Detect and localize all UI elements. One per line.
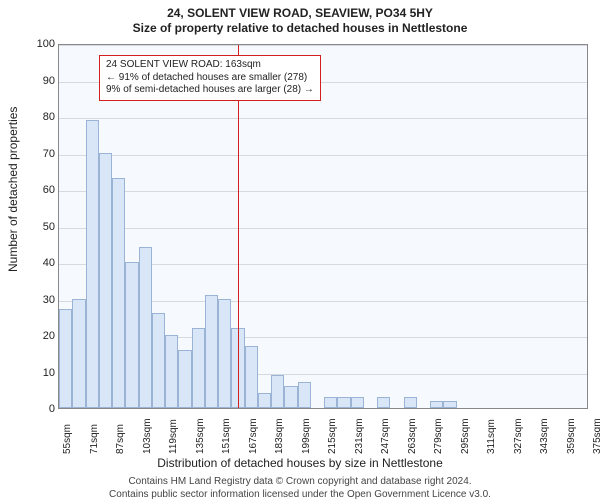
x-tick-label: 119sqm	[168, 419, 179, 454]
histogram-bar	[430, 401, 443, 408]
title-line-2: Size of property relative to detached ho…	[0, 21, 600, 36]
x-tick-label: 311sqm	[486, 419, 497, 454]
histogram-bar	[99, 153, 112, 409]
x-tick-label: 295sqm	[460, 418, 471, 454]
x-tick-label: 87sqm	[115, 424, 126, 454]
x-tick-label: 167sqm	[248, 418, 259, 454]
x-tick-label: 231sqm	[354, 418, 365, 454]
x-tick-label: 183sqm	[274, 418, 285, 454]
footer-attribution: Contains HM Land Registry data © Crown c…	[0, 470, 600, 501]
histogram-bar	[86, 120, 99, 408]
histogram-bar	[271, 375, 284, 408]
histogram-bar	[139, 247, 152, 408]
x-tick-label: 199sqm	[301, 418, 312, 454]
histogram-bar	[59, 309, 72, 408]
annotation-line-1: 24 SOLENT VIEW ROAD: 163sqm	[106, 59, 314, 72]
histogram-bar	[258, 393, 271, 408]
y-tick-label: 70	[15, 148, 55, 160]
annotation-line-2: ← 91% of detached houses are smaller (27…	[106, 72, 314, 85]
histogram-bar	[152, 313, 165, 408]
histogram-bar	[192, 328, 205, 408]
x-tick-label: 55sqm	[62, 424, 73, 454]
title-line-1: 24, SOLENT VIEW ROAD, SEAVIEW, PO34 5HY	[0, 6, 600, 21]
y-tick-label: 80	[15, 111, 55, 123]
y-tick-label: 10	[15, 367, 55, 379]
x-tick-label: 215sqm	[327, 418, 338, 454]
x-axis-label: Distribution of detached houses by size …	[0, 456, 600, 470]
x-tick-label: 263sqm	[407, 418, 418, 454]
histogram-bar	[404, 397, 417, 408]
bottom-labels: Distribution of detached houses by size …	[0, 456, 600, 501]
x-tick-label: 327sqm	[513, 418, 524, 454]
histogram-bar	[178, 350, 191, 408]
chart-title-block: 24, SOLENT VIEW ROAD, SEAVIEW, PO34 5HY …	[0, 0, 600, 36]
histogram-bar	[443, 401, 456, 408]
histogram-bar	[112, 178, 125, 408]
y-tick-label: 60	[15, 184, 55, 196]
annotation-box: 24 SOLENT VIEW ROAD: 163sqm ← 91% of det…	[99, 55, 321, 101]
y-tick-label: 50	[15, 221, 55, 233]
histogram-bar	[351, 397, 364, 408]
x-tick-label: 359sqm	[566, 418, 577, 454]
y-tick-label: 40	[15, 257, 55, 269]
y-tick-label: 20	[15, 330, 55, 342]
histogram-bar	[218, 299, 231, 409]
x-tick-label: 247sqm	[380, 418, 391, 454]
y-tick-label: 90	[15, 75, 55, 87]
histogram-bar	[72, 299, 85, 409]
x-tick-label: 135sqm	[195, 418, 206, 454]
x-tick-label: 375sqm	[592, 418, 600, 454]
x-tick-label: 279sqm	[433, 418, 444, 454]
histogram-bar	[205, 295, 218, 408]
histogram-bar	[245, 346, 258, 408]
footer-line-2: Contains public sector information licen…	[10, 489, 590, 501]
x-tick-label: 151sqm	[221, 418, 232, 454]
histogram-bar	[298, 382, 311, 408]
histogram-bar	[377, 397, 390, 408]
x-tick-label: 103sqm	[142, 418, 153, 454]
footer-line-1: Contains HM Land Registry data © Crown c…	[10, 476, 590, 489]
x-tick-label: 71sqm	[89, 424, 100, 454]
annotation-line-3: 9% of semi-detached houses are larger (2…	[106, 84, 314, 97]
histogram-bar	[324, 397, 337, 408]
histogram-bar	[125, 262, 138, 408]
chart-area: Number of detached properties 24 SOLENT …	[0, 42, 600, 462]
histogram-bar	[165, 335, 178, 408]
histogram-bar	[337, 397, 350, 408]
y-tick-label: 30	[15, 294, 55, 306]
plot-region: 24 SOLENT VIEW ROAD: 163sqm ← 91% of det…	[58, 44, 588, 409]
histogram-bar	[284, 386, 297, 408]
x-tick-label: 343sqm	[539, 418, 550, 454]
y-tick-label: 0	[15, 403, 55, 415]
y-tick-label: 100	[15, 38, 55, 50]
